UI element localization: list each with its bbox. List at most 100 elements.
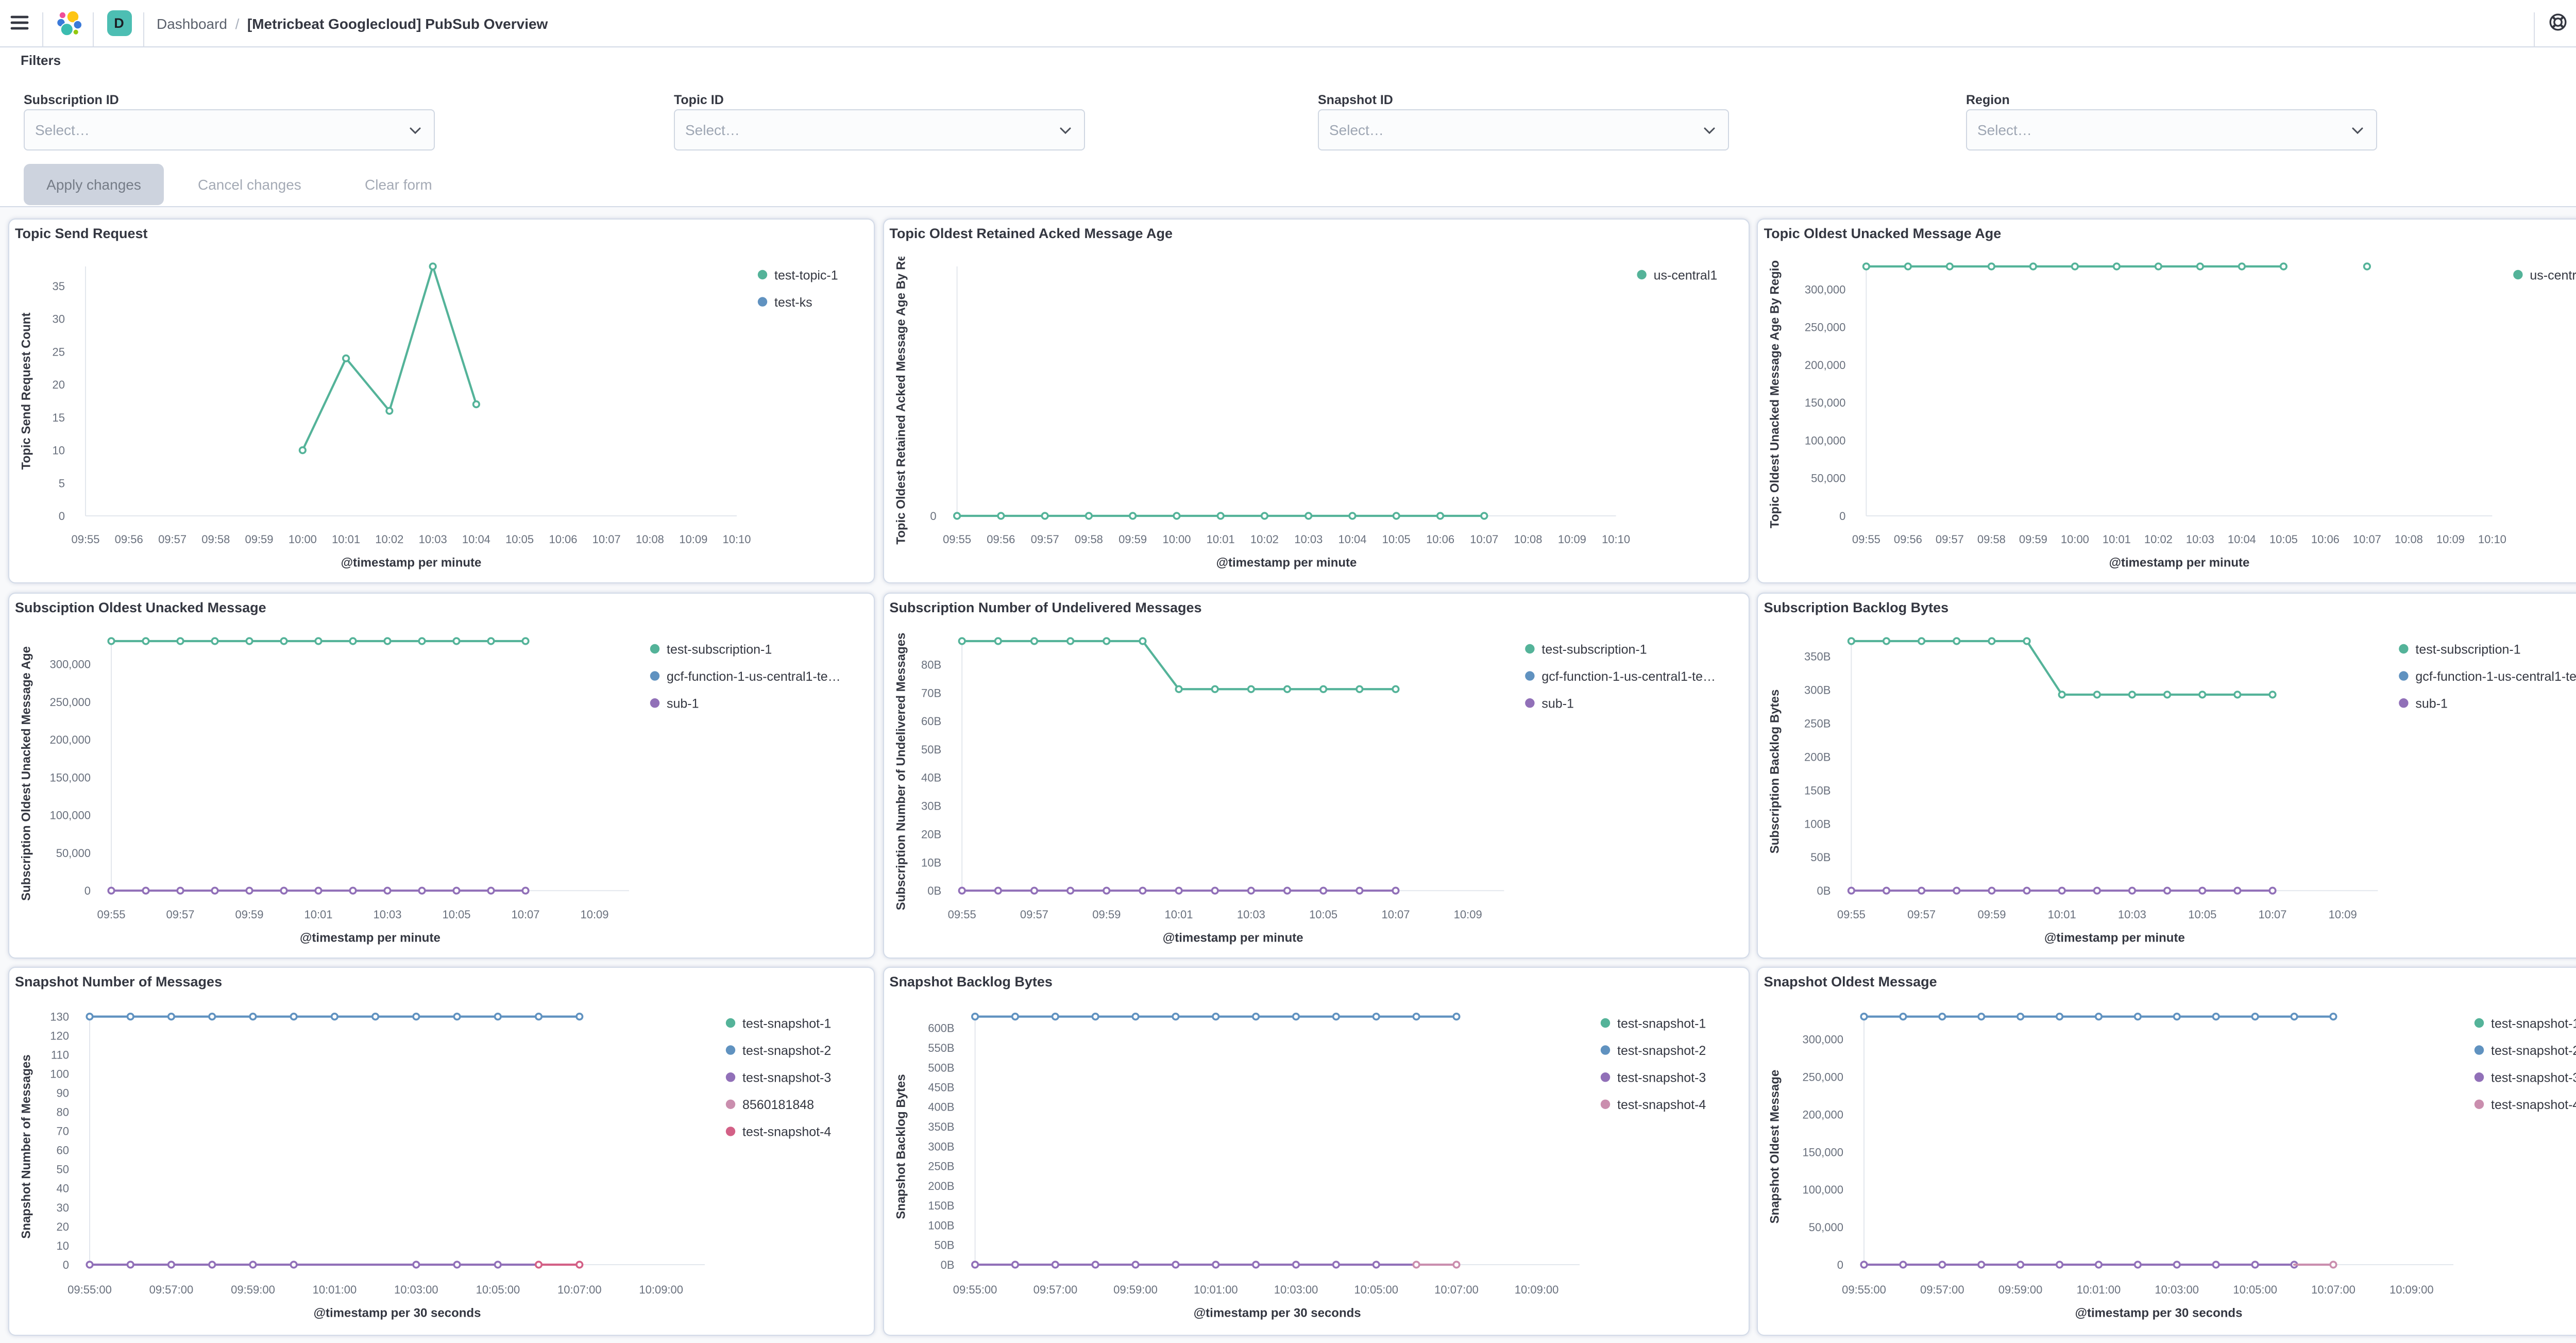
svg-text:100,000: 100,000 [1803,1183,1844,1196]
svg-text:test-snapshot-3: test-snapshot-3 [1617,1070,1705,1084]
svg-text:20: 20 [53,378,65,391]
svg-text:Subscription Backlog Bytes: Subscription Backlog Bytes [1768,689,1782,853]
svg-text:test-snapshot-2: test-snapshot-2 [2492,1043,2576,1057]
svg-text:30: 30 [57,1201,69,1214]
svg-text:350B: 350B [1805,650,1831,663]
svg-text:30B: 30B [921,799,941,812]
svg-text:250,000: 250,000 [1805,321,1846,333]
svg-text:10:07: 10:07 [2259,908,2287,920]
svg-text:0B: 0B [940,1258,954,1271]
svg-text:0B: 0B [927,884,941,897]
svg-text:test-subscription-1: test-subscription-1 [2416,642,2521,656]
svg-text:30: 30 [53,312,65,325]
svg-text:09:59:00: 09:59:00 [1998,1283,2043,1296]
svg-text:10:10: 10:10 [722,532,751,545]
svg-text:100B: 100B [928,1218,954,1231]
svg-text:10:01:00: 10:01:00 [2077,1283,2121,1296]
svg-text:600B: 600B [928,1021,954,1034]
svg-text:450B: 450B [928,1081,954,1094]
svg-text:350B: 350B [928,1120,954,1133]
svg-text:10:03:00: 10:03:00 [394,1283,438,1296]
svg-text:test-snapshot-1: test-snapshot-1 [742,1016,831,1030]
svg-text:50: 50 [57,1163,69,1176]
svg-text:10:02: 10:02 [375,532,403,545]
svg-text:10:07:00: 10:07:00 [557,1283,602,1296]
svg-text:10:05: 10:05 [2269,532,2298,545]
svg-text:300B: 300B [1805,683,1831,696]
svg-text:test-subscription-1: test-subscription-1 [1541,642,1647,656]
svg-text:150B: 150B [928,1199,954,1212]
svg-text:09:59: 09:59 [2019,532,2047,545]
svg-text:09:55: 09:55 [1852,532,1880,545]
svg-text:400B: 400B [928,1100,954,1113]
svg-text:09:55: 09:55 [947,908,976,920]
svg-text:10:09:00: 10:09:00 [639,1283,683,1296]
svg-text:09:57:00: 09:57:00 [1921,1283,1965,1296]
svg-text:50,000: 50,000 [1811,472,1846,484]
svg-text:09:56: 09:56 [987,532,1015,545]
svg-text:10:03: 10:03 [2186,532,2214,545]
svg-text:120: 120 [50,1029,69,1042]
svg-text:09:56: 09:56 [1894,532,1922,545]
svg-text:8560181848: 8560181848 [742,1097,814,1112]
svg-text:10:01:00: 10:01:00 [1193,1283,1238,1296]
svg-text:test-ks: test-ks [774,295,812,309]
svg-text:50,000: 50,000 [1809,1220,1843,1233]
svg-text:15: 15 [53,411,65,424]
svg-text:10:01: 10:01 [304,908,332,920]
svg-text:Topic Oldest Unacked Message A: Topic Oldest Unacked Message Age By Regi… [1768,260,1782,528]
svg-text:Topic Oldest Retained Acked Me: Topic Oldest Retained Acked Message Age … [894,256,908,544]
svg-text:Snapshot Oldest Message: Snapshot Oldest Message [1768,1069,1782,1223]
svg-text:10:05: 10:05 [442,908,470,920]
svg-text:60: 60 [57,1144,69,1156]
svg-text:40B: 40B [921,771,941,784]
svg-text:10:09: 10:09 [679,532,707,545]
svg-text:10:09: 10:09 [2436,532,2465,545]
svg-text:10:09:00: 10:09:00 [1514,1283,1558,1296]
svg-text:09:57: 09:57 [1030,532,1059,545]
svg-text:09:55: 09:55 [1837,908,1866,920]
svg-text:@timestamp per minute: @timestamp per minute [2045,931,2185,945]
svg-text:09:57: 09:57 [1020,908,1048,920]
svg-text:09:59: 09:59 [1978,908,2006,920]
svg-text:10:02: 10:02 [2144,532,2173,545]
svg-text:200B: 200B [928,1179,954,1192]
svg-text:09:55: 09:55 [71,532,99,545]
svg-text:10:05: 10:05 [1309,908,1337,920]
svg-text:sub-1: sub-1 [2416,696,2448,710]
svg-text:10:09:00: 10:09:00 [2390,1283,2434,1296]
svg-text:50,000: 50,000 [56,846,91,859]
svg-text:test-snapshot-2: test-snapshot-2 [1617,1043,1705,1057]
svg-text:10:05:00: 10:05:00 [476,1283,520,1296]
svg-text:250B: 250B [1805,717,1831,730]
svg-text:250,000: 250,000 [49,695,91,708]
svg-text:10: 10 [53,444,65,457]
svg-text:10:03: 10:03 [1236,908,1265,920]
svg-text:150,000: 150,000 [1805,396,1846,409]
svg-text:10:00: 10:00 [289,532,317,545]
svg-text:25: 25 [53,345,65,358]
svg-text:0: 0 [930,509,936,522]
svg-text:Snapshot Number of Messages: Snapshot Number of Messages [20,1054,33,1238]
svg-text:09:59: 09:59 [245,532,273,545]
svg-text:130: 130 [50,1010,69,1023]
svg-text:test-snapshot-4: test-snapshot-4 [2492,1097,2576,1112]
svg-text:09:59:00: 09:59:00 [231,1283,275,1296]
svg-text:100: 100 [50,1067,69,1080]
svg-text:10:10: 10:10 [1601,532,1630,545]
svg-text:10:00: 10:00 [1162,532,1191,545]
svg-text:250,000: 250,000 [1803,1070,1844,1083]
svg-text:test-snapshot-4: test-snapshot-4 [742,1124,831,1139]
svg-text:09:57:00: 09:57:00 [149,1283,194,1296]
svg-text:Topic Send Request Count: Topic Send Request Count [20,312,33,469]
svg-text:gcf-function-1-us-central1-te…: gcf-function-1-us-central1-te… [2416,669,2576,683]
svg-text:test-topic-1: test-topic-1 [774,267,838,282]
svg-text:test-subscription-1: test-subscription-1 [667,642,772,656]
svg-text:10:05:00: 10:05:00 [2233,1283,2278,1296]
svg-text:300,000: 300,000 [1803,1033,1844,1046]
svg-text:10:00: 10:00 [2061,532,2089,545]
svg-text:200,000: 200,000 [1805,358,1846,371]
svg-text:10:03: 10:03 [373,908,401,920]
svg-text:10:08: 10:08 [636,532,664,545]
svg-text:@timestamp per minute: @timestamp per minute [2109,556,2250,569]
